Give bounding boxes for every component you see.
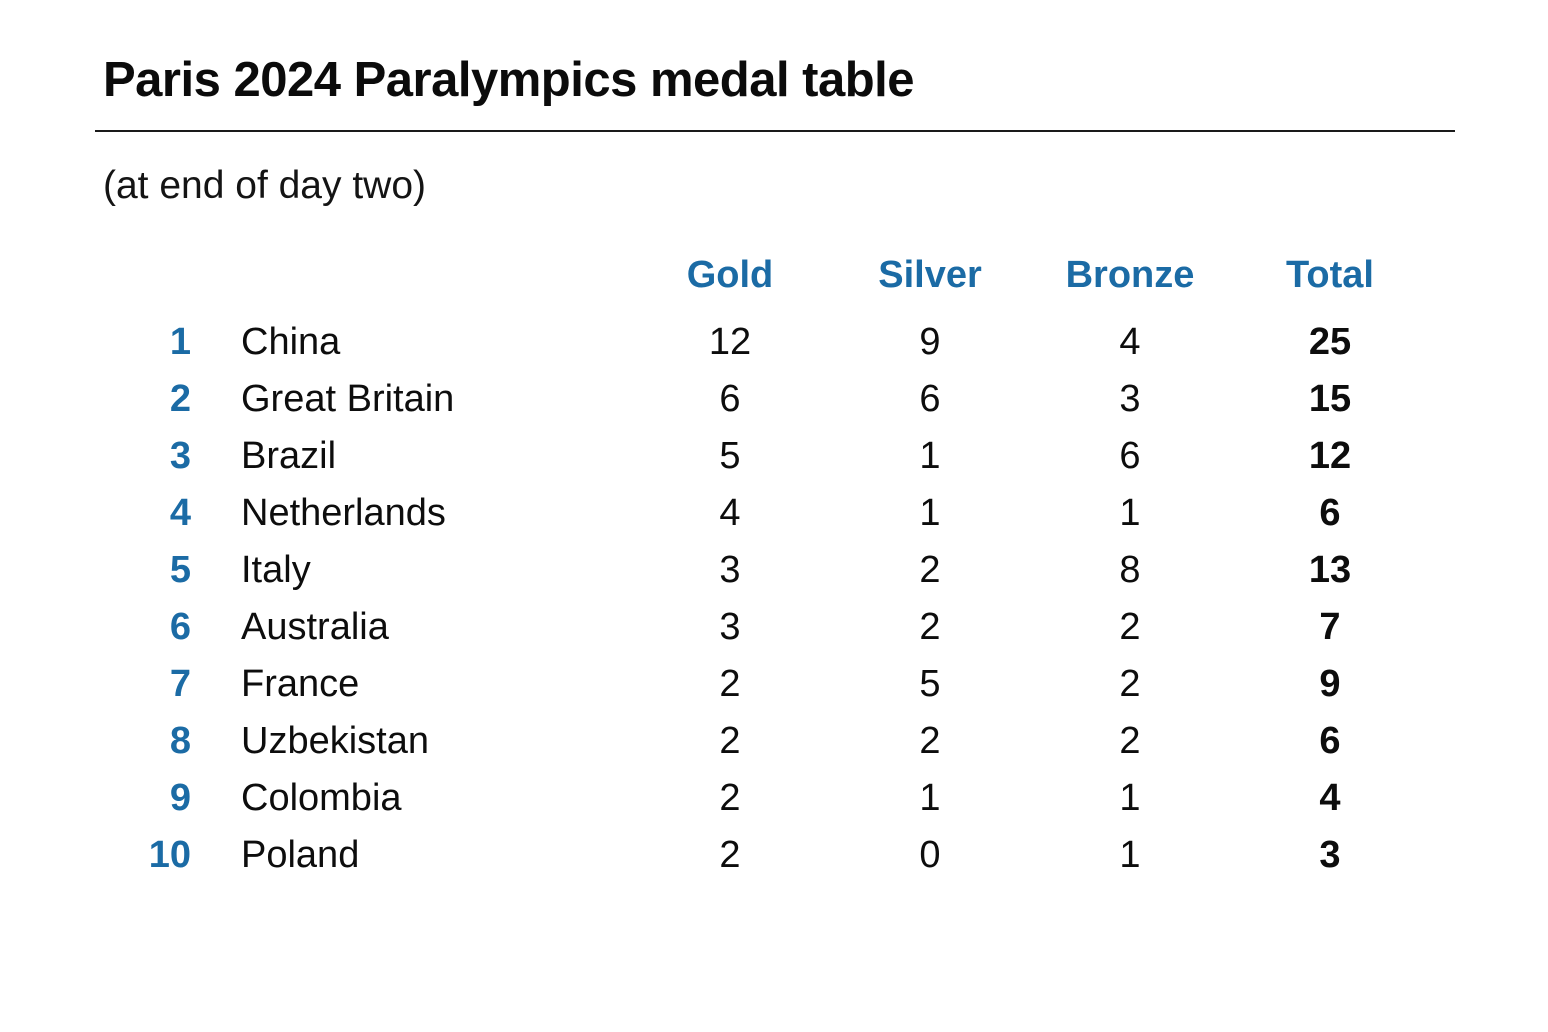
silver-cell: 0 <box>919 834 941 876</box>
total-cell: 12 <box>1308 435 1352 477</box>
gold-cell: 3 <box>719 549 741 591</box>
gold-cell: 5 <box>719 435 741 477</box>
country-cell: Great Britain <box>241 378 455 420</box>
gold-cell: 4 <box>719 492 741 534</box>
column-header-silver: Silver <box>878 253 982 296</box>
medal-table: Gold Silver Bronze Total 1 China 12 9 4 … <box>105 252 1430 884</box>
table-row: 10 Poland 2 0 1 3 <box>105 827 1430 884</box>
silver-cell: 1 <box>919 492 941 534</box>
bronze-cell: 4 <box>1119 321 1141 363</box>
country-cell: France <box>241 663 360 705</box>
bronze-cell: 1 <box>1119 777 1141 819</box>
rank-cell: 5 <box>169 549 191 591</box>
gold-cell: 2 <box>719 834 741 876</box>
silver-cell: 6 <box>919 378 941 420</box>
bronze-cell: 2 <box>1119 720 1141 762</box>
page-title: Paris 2024 Paralympics medal table <box>103 53 915 107</box>
silver-cell: 2 <box>919 549 941 591</box>
total-cell: 7 <box>1319 606 1341 648</box>
total-cell: 3 <box>1319 834 1341 876</box>
total-cell: 15 <box>1308 378 1352 420</box>
country-cell: Uzbekistan <box>241 720 429 762</box>
total-cell: 25 <box>1308 321 1352 363</box>
table-row: 6 Australia 3 2 2 7 <box>105 599 1430 656</box>
table-row: 5 Italy 3 2 8 13 <box>105 542 1430 599</box>
total-cell: 6 <box>1319 720 1341 762</box>
column-header-total: Total <box>1286 253 1374 296</box>
bronze-cell: 2 <box>1119 606 1141 648</box>
table-row: 1 China 12 9 4 25 <box>105 314 1430 371</box>
silver-cell: 2 <box>919 720 941 762</box>
gold-cell: 2 <box>719 777 741 819</box>
table-row: 2 Great Britain 6 6 3 15 <box>105 371 1430 428</box>
country-cell: Netherlands <box>241 492 446 534</box>
rank-cell: 4 <box>169 492 191 534</box>
total-cell: 9 <box>1319 663 1341 705</box>
bronze-cell: 3 <box>1119 378 1141 420</box>
total-cell: 13 <box>1308 549 1352 591</box>
bronze-cell: 1 <box>1119 834 1141 876</box>
rank-cell: 7 <box>169 663 191 705</box>
bronze-cell: 8 <box>1119 549 1141 591</box>
rank-cell: 3 <box>169 435 191 477</box>
silver-cell: 5 <box>919 663 941 705</box>
gold-cell: 12 <box>708 321 752 363</box>
table-header-row: Gold Silver Bronze Total <box>105 252 1430 298</box>
rank-cell: 8 <box>169 720 191 762</box>
country-cell: Australia <box>241 606 389 648</box>
rank-cell: 9 <box>169 777 191 819</box>
rank-cell: 1 <box>169 321 191 363</box>
column-header-bronze: Bronze <box>1065 253 1195 296</box>
table-row: 7 France 2 5 2 9 <box>105 656 1430 713</box>
country-cell: Brazil <box>241 435 337 477</box>
table-row: 8 Uzbekistan 2 2 2 6 <box>105 713 1430 770</box>
page-subtitle: (at end of day two) <box>103 164 427 207</box>
country-cell: Colombia <box>241 777 402 819</box>
gold-cell: 2 <box>719 720 741 762</box>
gold-cell: 6 <box>719 378 741 420</box>
title-divider <box>95 130 1455 132</box>
table-body: 1 China 12 9 4 25 2 Great Britain 6 6 3 … <box>105 314 1430 884</box>
country-cell: Italy <box>241 549 311 591</box>
total-cell: 4 <box>1319 777 1341 819</box>
silver-cell: 1 <box>919 777 941 819</box>
total-cell: 6 <box>1319 492 1341 534</box>
bronze-cell: 1 <box>1119 492 1141 534</box>
column-header-gold: Gold <box>686 253 774 296</box>
rank-cell: 2 <box>169 378 191 420</box>
bronze-cell: 2 <box>1119 663 1141 705</box>
country-cell: Poland <box>241 834 360 876</box>
silver-cell: 2 <box>919 606 941 648</box>
table-row: 4 Netherlands 4 1 1 6 <box>105 485 1430 542</box>
gold-cell: 2 <box>719 663 741 705</box>
rank-cell: 10 <box>148 834 191 876</box>
rank-cell: 6 <box>169 606 191 648</box>
table-row: 3 Brazil 5 1 6 12 <box>105 428 1430 485</box>
country-cell: China <box>241 321 341 363</box>
silver-cell: 1 <box>919 435 941 477</box>
gold-cell: 3 <box>719 606 741 648</box>
silver-cell: 9 <box>919 321 941 363</box>
table-row: 9 Colombia 2 1 1 4 <box>105 770 1430 827</box>
bronze-cell: 6 <box>1119 435 1141 477</box>
